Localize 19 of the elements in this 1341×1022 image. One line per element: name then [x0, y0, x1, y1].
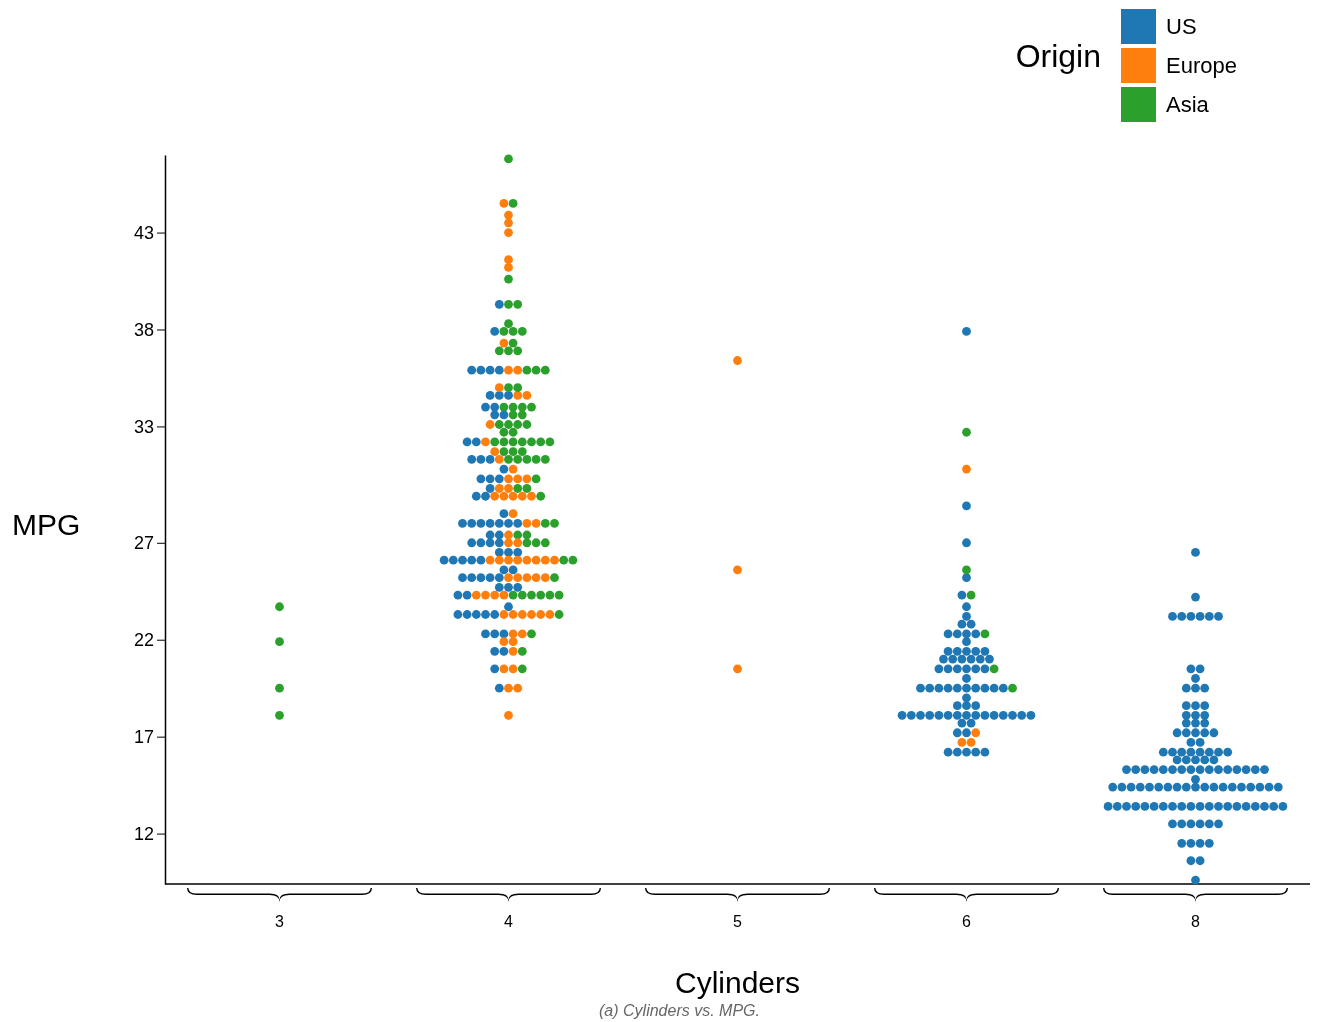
legend-title: Origin	[1015, 38, 1101, 74]
y-axis-title: MPG	[12, 508, 81, 541]
text: (a) Cylinders vs. MPG.	[599, 1002, 760, 1019]
x-tick-label: 4	[504, 913, 514, 930]
y-tick-label: 33	[133, 416, 154, 437]
legend-label: Asia	[1166, 92, 1210, 117]
y-tick-label: 43	[133, 222, 154, 243]
y-tick-label: 38	[133, 319, 154, 340]
legend-label: US	[1166, 14, 1197, 39]
x-tick-label: 6	[962, 913, 972, 930]
legend-label: Europe	[1166, 53, 1237, 78]
x-axis-title: Cylinders	[674, 966, 801, 999]
y-tick-label: 17	[133, 726, 154, 747]
x-tick-label: 8	[1191, 913, 1201, 930]
x-tick-label: 5	[733, 913, 743, 930]
y-tick-label: 27	[133, 533, 154, 554]
y-tick-label: 12	[133, 823, 154, 844]
y-tick-label: 22	[133, 629, 154, 650]
x-tick-label: 3	[275, 913, 285, 930]
